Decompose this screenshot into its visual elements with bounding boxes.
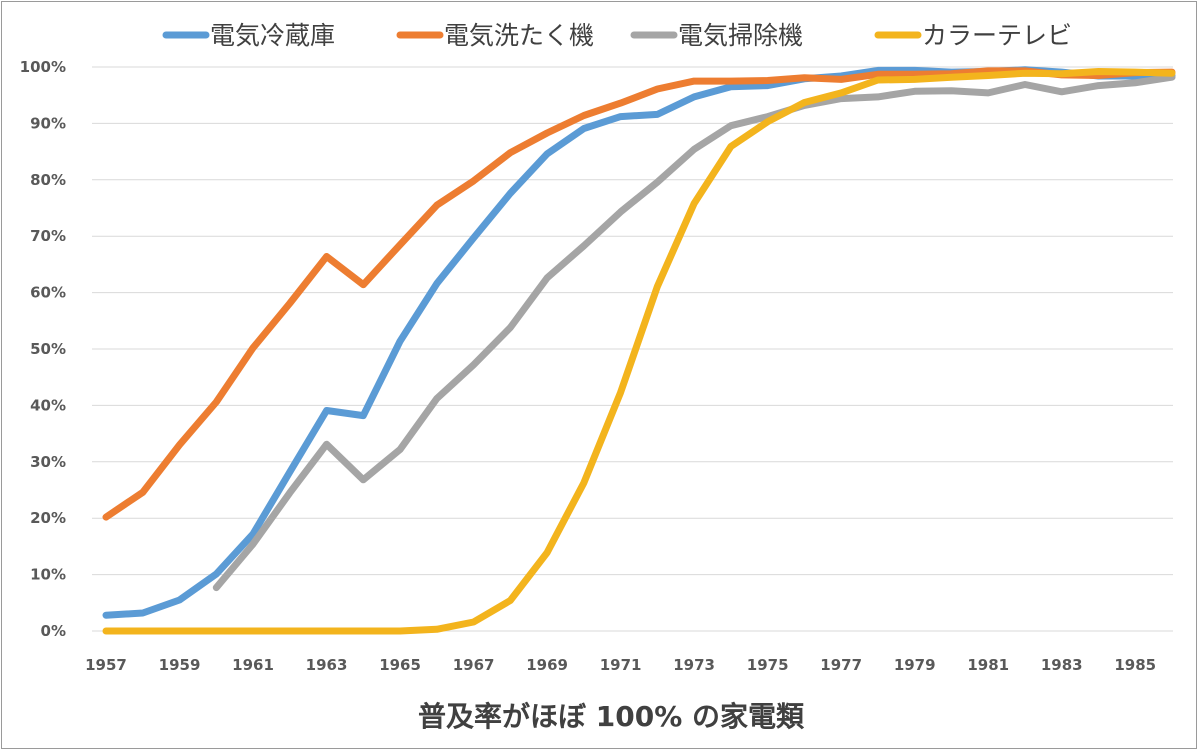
x-tick-label: 1971	[600, 656, 642, 674]
x-tick-label: 1961	[232, 656, 274, 674]
x-tick-label: 1969	[526, 656, 568, 674]
x-tick-label: 1959	[159, 656, 201, 674]
x-tick-label: 1973	[673, 656, 715, 674]
y-tick-label: 20%	[30, 509, 66, 527]
y-tick-label: 30%	[30, 453, 66, 471]
x-tick-label: 1985	[1114, 656, 1156, 674]
series-line-2	[212, 73, 1176, 592]
y-tick-label: 40%	[30, 396, 66, 414]
x-tick-label: 1967	[453, 656, 495, 674]
x-tick-label: 1977	[820, 656, 862, 674]
legend-item: カラーテレビ	[874, 21, 1072, 50]
legend-item: 電気冷蔵庫	[162, 21, 335, 50]
x-tick-label: 1981	[967, 656, 1009, 674]
y-axis-ticks: 0% 10% 20% 30% 40% 50% 60% 70% 80% 90% 100%	[20, 58, 66, 640]
chart-title: 普及率がほぼ 100% の家電類	[418, 700, 805, 733]
legend-label: カラーテレビ	[922, 21, 1072, 50]
x-tick-label: 1983	[1041, 656, 1083, 674]
series-lines	[102, 66, 1176, 635]
y-tick-label: 90%	[30, 114, 66, 132]
x-tick-label: 1963	[306, 656, 348, 674]
legend-item: 電気掃除機	[630, 21, 803, 50]
series-line-3	[102, 68, 1176, 635]
x-axis-ticks: 1957 1959 1961 1963 1965 1967 1969 1971 1973 1975…	[85, 656, 1156, 674]
legend-label: 電気洗たく機	[444, 21, 594, 50]
legend-label: 電気冷蔵庫	[210, 21, 335, 50]
x-tick-label: 1957	[85, 656, 127, 674]
y-tick-label: 60%	[30, 284, 66, 302]
y-tick-label: 100%	[20, 58, 66, 76]
x-tick-label: 1965	[379, 656, 421, 674]
series-line-1	[102, 67, 1176, 521]
y-tick-label: 50%	[30, 340, 66, 358]
x-tick-label: 1979	[894, 656, 936, 674]
y-tick-label: 80%	[30, 171, 66, 189]
legend: 電気冷蔵庫 電気洗たく機 電気掃除機 カラーテレビ	[162, 21, 1072, 50]
y-tick-label: 70%	[30, 227, 66, 245]
y-tick-label: 10%	[30, 566, 66, 584]
x-tick-label: 1975	[747, 656, 789, 674]
y-tick-label: 0%	[41, 622, 66, 640]
legend-label: 電気掃除機	[678, 21, 803, 50]
legend-item: 電気洗たく機	[396, 21, 594, 50]
